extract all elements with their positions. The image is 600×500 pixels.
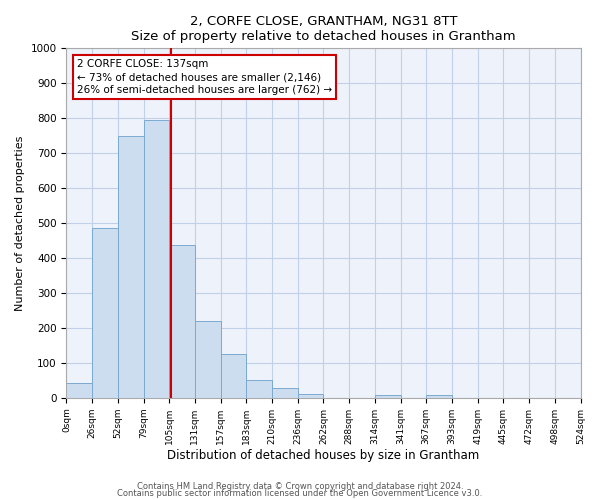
Bar [375,395,401,398]
X-axis label: Distribution of detached houses by size in Grantham: Distribution of detached houses by size … [167,450,479,462]
Bar [118,136,143,398]
Bar [426,396,452,398]
Bar [195,321,221,398]
Title: 2, CORFE CLOSE, GRANTHAM, NG31 8TT
Size of property relative to detached houses : 2, CORFE CLOSE, GRANTHAM, NG31 8TT Size … [131,15,516,43]
Bar [67,383,92,398]
Text: 2 CORFE CLOSE: 137sqm
← 73% of detached houses are smaller (2,146)
26% of semi-d: 2 CORFE CLOSE: 137sqm ← 73% of detached … [77,59,332,95]
Bar [247,380,272,398]
Bar [221,354,247,398]
Text: Contains HM Land Registry data © Crown copyright and database right 2024.: Contains HM Land Registry data © Crown c… [137,482,463,491]
Bar [298,394,323,398]
Y-axis label: Number of detached properties: Number of detached properties [15,136,25,311]
Bar [272,388,298,398]
Bar [143,120,169,398]
Text: Contains public sector information licensed under the Open Government Licence v3: Contains public sector information licen… [118,489,482,498]
Bar [169,245,195,398]
Bar [92,228,118,398]
